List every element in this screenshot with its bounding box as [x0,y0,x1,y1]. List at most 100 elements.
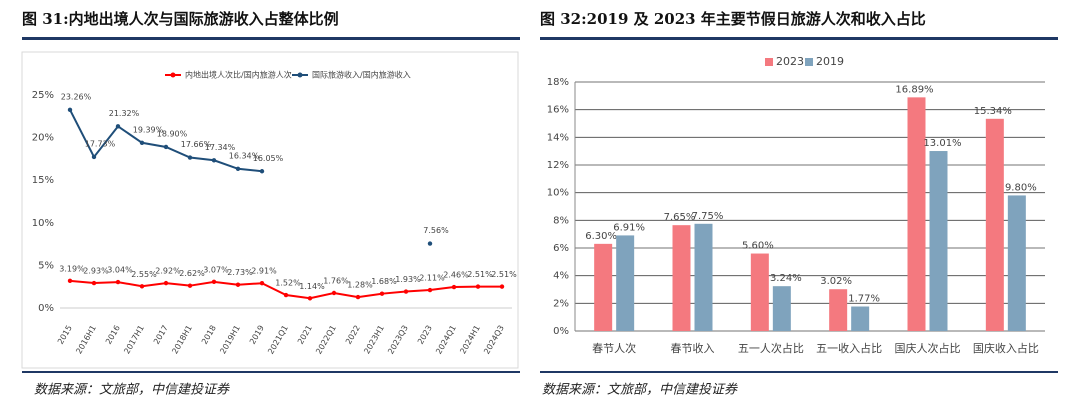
data-label: 13.01% [923,138,961,149]
x-tick-label: 2016 [104,324,122,346]
y-tick-label: 20% [32,133,54,144]
point [91,280,97,286]
data-label: 1.28% [347,281,373,290]
point [259,281,265,286]
legend-swatch [765,58,773,66]
point [403,289,409,294]
line [70,110,430,244]
bar [929,151,948,331]
data-label: 2.73% [227,268,253,277]
point [355,294,361,300]
point [235,166,241,171]
y-tick-label: 16% [547,105,569,116]
point [115,279,121,285]
data-label: 1.77% [848,294,880,305]
y-tick-label: 8% [553,215,569,226]
bar [1007,195,1026,331]
x-tick-label: 2024H1 [458,324,482,356]
y-tick-label: 0% [553,326,569,337]
y-tick-label: 14% [547,132,569,143]
point [67,278,73,284]
point [331,290,337,296]
plot-frame [21,51,519,369]
chart-title: 图 32:2019 及 2023 年主要节假日旅游人次和收入占比 [540,10,926,28]
legend-label: 2019 [816,55,844,68]
data-label: 2.11% [419,274,445,283]
data-label: 3.02% [820,276,852,287]
data-label: 1.52% [275,279,301,288]
x-tick-label: 2019 [248,324,266,346]
data-label: 17.66% [181,140,212,149]
data-label: 5.60% [742,241,774,252]
legend-label: 国际旅游收入/国内旅游收入 [312,70,411,80]
data-label: 1.76% [323,277,349,286]
source-rule [22,371,520,373]
x-tick-label: 五一收入占比 [816,341,882,355]
legend-swatch [805,58,813,66]
legend-marker [170,72,176,78]
x-tick-label: 2018 [200,324,218,346]
y-tick-label: 12% [547,160,569,171]
point [139,140,145,145]
x-tick-label: 2017H1 [122,324,146,356]
source: 数据来源：文旅部，中信建投证券 [34,382,230,398]
point [163,144,169,150]
data-label: 7.65% [664,212,696,223]
legend-marker [297,72,303,78]
y-tick-label: 4% [553,271,569,282]
x-tick-label: 国庆收入占比 [973,341,1039,355]
bar [750,253,769,331]
data-label: 21.32% [109,109,140,118]
data-label: 1.93% [395,275,421,284]
data-label: 2.93% [83,267,109,276]
point [379,291,385,296]
data-label: 7.56% [423,226,449,235]
point [163,280,169,286]
data-label: 23.26% [61,92,92,101]
data-label: 2.46% [443,271,469,280]
data-label: 9.80% [1005,182,1037,193]
data-label: 2.55% [131,270,157,279]
data-label: 19.39% [133,125,164,134]
x-tick-label: 2019H1 [218,324,242,356]
x-tick-label: 五一人次占比 [738,341,804,355]
point [427,241,433,246]
legend-label: 2023 [776,55,804,68]
data-label: 3.07% [203,265,229,274]
point [67,107,73,113]
point [211,279,217,285]
y-tick-label: 10% [32,218,54,229]
x-tick-label: 2016H1 [74,324,98,356]
data-label: 18.90% [157,129,188,138]
data-label: 3.19% [59,264,85,273]
x-tick-label: 2022 [344,324,362,346]
data-label: 6.30% [585,231,617,242]
bar [672,225,691,331]
data-label: 2.92% [155,267,181,276]
point [91,154,97,160]
point [235,282,241,287]
x-tick-label: 2024Q1 [434,324,458,356]
bar [829,289,848,331]
bar [694,223,713,331]
data-label: 6.91% [613,222,645,233]
y-tick-label: 5% [38,260,54,271]
point [283,292,289,298]
legend-label: 内地出境人次比/国内旅游人次 [185,70,292,80]
point [427,287,433,293]
point [451,284,457,290]
x-tick-label: 2018H1 [170,324,194,356]
y-tick-label: 2% [553,298,569,309]
title-rule [22,37,520,40]
data-label: 2.51% [491,270,517,279]
x-tick-label: 国庆人次占比 [895,341,961,355]
bar [907,97,926,331]
data-label: 17.34% [205,143,236,152]
x-tick-label: 2021 [296,324,314,346]
point [187,155,193,160]
y-tick-label: 15% [32,175,54,186]
point [307,296,313,301]
bar [616,235,635,331]
bar [851,306,870,331]
x-tick-label: 2023 [416,324,434,346]
